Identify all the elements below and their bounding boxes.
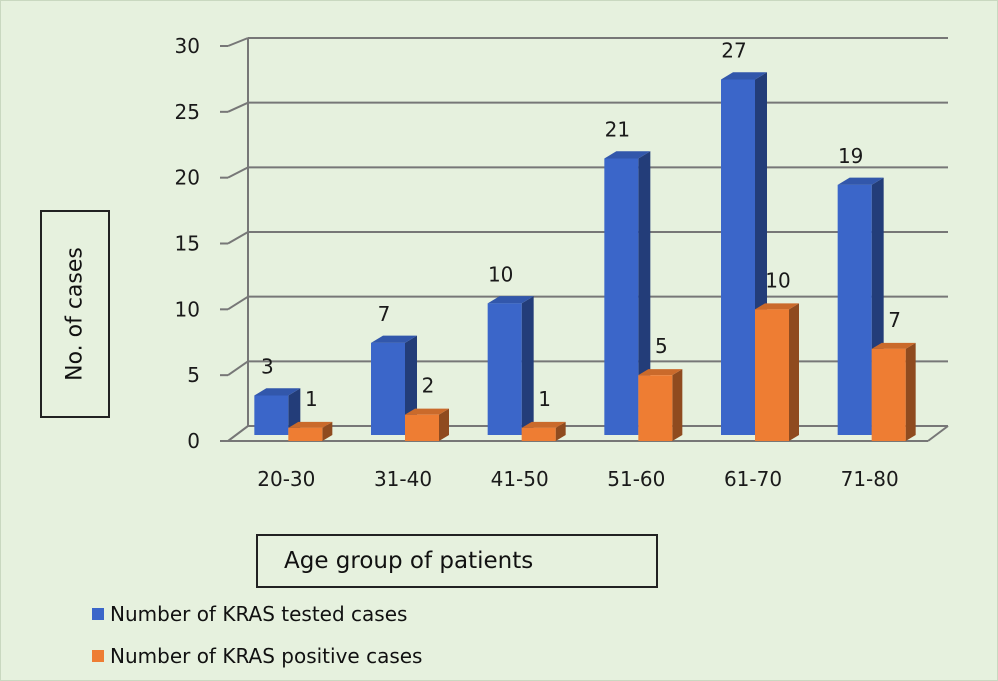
data-label: 3: [261, 355, 274, 379]
data-label: 1: [305, 387, 318, 411]
bar-front: [371, 342, 405, 435]
bar-side: [439, 408, 449, 441]
legend-label-tested: Number of KRAS tested cases: [110, 602, 408, 626]
bar-front: [288, 427, 323, 441]
bar-front: [405, 414, 439, 441]
y-axis-title-box: No. of cases: [40, 210, 110, 418]
y-tick-label: 10: [175, 297, 200, 321]
y-tick-label: 30: [175, 34, 200, 58]
bar-front: [638, 375, 673, 441]
gridline-diag: [227, 425, 249, 442]
bar-side: [555, 421, 566, 441]
x-tick-label: 31-40: [374, 467, 432, 491]
data-label: 2: [422, 374, 435, 398]
legend-item-tested: Number of KRAS tested cases: [92, 602, 407, 626]
bar-front: [755, 309, 789, 441]
x-tick-label: 41-50: [491, 467, 549, 491]
gridline-diag: [227, 231, 249, 245]
bar-side: [789, 303, 799, 441]
gridlines: [220, 37, 949, 442]
bar-top: [604, 151, 651, 159]
data-label: 10: [765, 268, 790, 292]
bar-front: [521, 427, 556, 441]
bar-positive-71-80: [871, 342, 916, 441]
bar-top: [371, 335, 417, 343]
x-tick-label: 61-70: [724, 467, 782, 491]
data-label: 1: [538, 387, 551, 411]
bar-top: [837, 177, 884, 185]
y-tick-label: 0: [187, 429, 200, 453]
x-tick-label: 51-60: [607, 467, 665, 491]
bar-side: [672, 369, 683, 441]
gridline-diag: [227, 166, 249, 179]
gridline-diag: [227, 101, 249, 113]
bar-front: [254, 395, 289, 435]
x-tick-label: 71-80: [841, 467, 899, 491]
x-axis-title: Age group of patients: [284, 548, 534, 574]
bar-side: [638, 151, 651, 436]
bar-top: [254, 388, 301, 396]
bar-front: [871, 348, 906, 441]
data-label: 5: [655, 334, 668, 358]
data-labels: 3 1 7 2 10 1 21 5 27 10 19 7: [261, 39, 901, 411]
bar-front: [721, 79, 755, 435]
x-axis-ticks: 20-30 31-40 41-50 51-60 61-70 71-80: [257, 467, 898, 491]
y-tick-label: 5: [187, 363, 200, 387]
bar-top: [288, 421, 333, 428]
bar-top: [638, 369, 683, 376]
bar-front: [837, 184, 872, 435]
data-label: 19: [838, 144, 863, 168]
floor-right-edge: [927, 425, 949, 442]
bar-top: [487, 296, 534, 304]
bar-positive-31-40: [405, 408, 449, 441]
bar-positive-51-60: [638, 369, 683, 441]
bar-positive-61-70: [755, 303, 799, 441]
bar-positive-20-30: [288, 421, 333, 441]
bar-top: [755, 303, 799, 310]
y-tick-label: 20: [175, 166, 200, 190]
y-tick-label: 15: [175, 232, 200, 256]
bar-tested-61-70: [721, 72, 767, 436]
y-tick-label: 25: [175, 100, 200, 124]
bars: [254, 72, 916, 441]
y-axis-ticks: 0 5 10 15 20 25 30: [175, 34, 200, 453]
bar-top: [871, 342, 916, 349]
bar-side: [905, 342, 916, 441]
gridline-diag: [227, 360, 249, 376]
bar-side: [521, 296, 534, 435]
gridline-diag: [227, 295, 249, 311]
bar-top: [521, 421, 566, 428]
y-axis-title: No. of cases: [62, 247, 88, 381]
legend-swatch-tested: [92, 608, 104, 620]
data-label: 10: [488, 262, 513, 286]
bar-side: [322, 421, 333, 441]
data-label: 7: [378, 302, 391, 326]
bar-tested-41-50: [487, 296, 534, 435]
legend-swatch-positive: [92, 650, 104, 662]
bar-top: [721, 72, 767, 80]
gridline-diag: [227, 37, 249, 47]
bar-front: [487, 303, 522, 435]
data-label: 7: [888, 308, 901, 332]
bar-front: [604, 158, 639, 435]
bar-top: [405, 408, 449, 415]
legend-item-positive: Number of KRAS positive cases: [92, 644, 422, 668]
data-label: 27: [721, 39, 746, 63]
x-tick-label: 20-30: [257, 467, 315, 491]
bar-tested-20-30: [254, 388, 301, 435]
legend-label-positive: Number of KRAS positive cases: [110, 644, 423, 668]
bar-positive-41-50: [521, 421, 566, 441]
bar-tested-51-60: [604, 151, 651, 436]
x-axis-title-box: Age group of patients: [256, 534, 658, 588]
data-label: 21: [605, 118, 630, 142]
